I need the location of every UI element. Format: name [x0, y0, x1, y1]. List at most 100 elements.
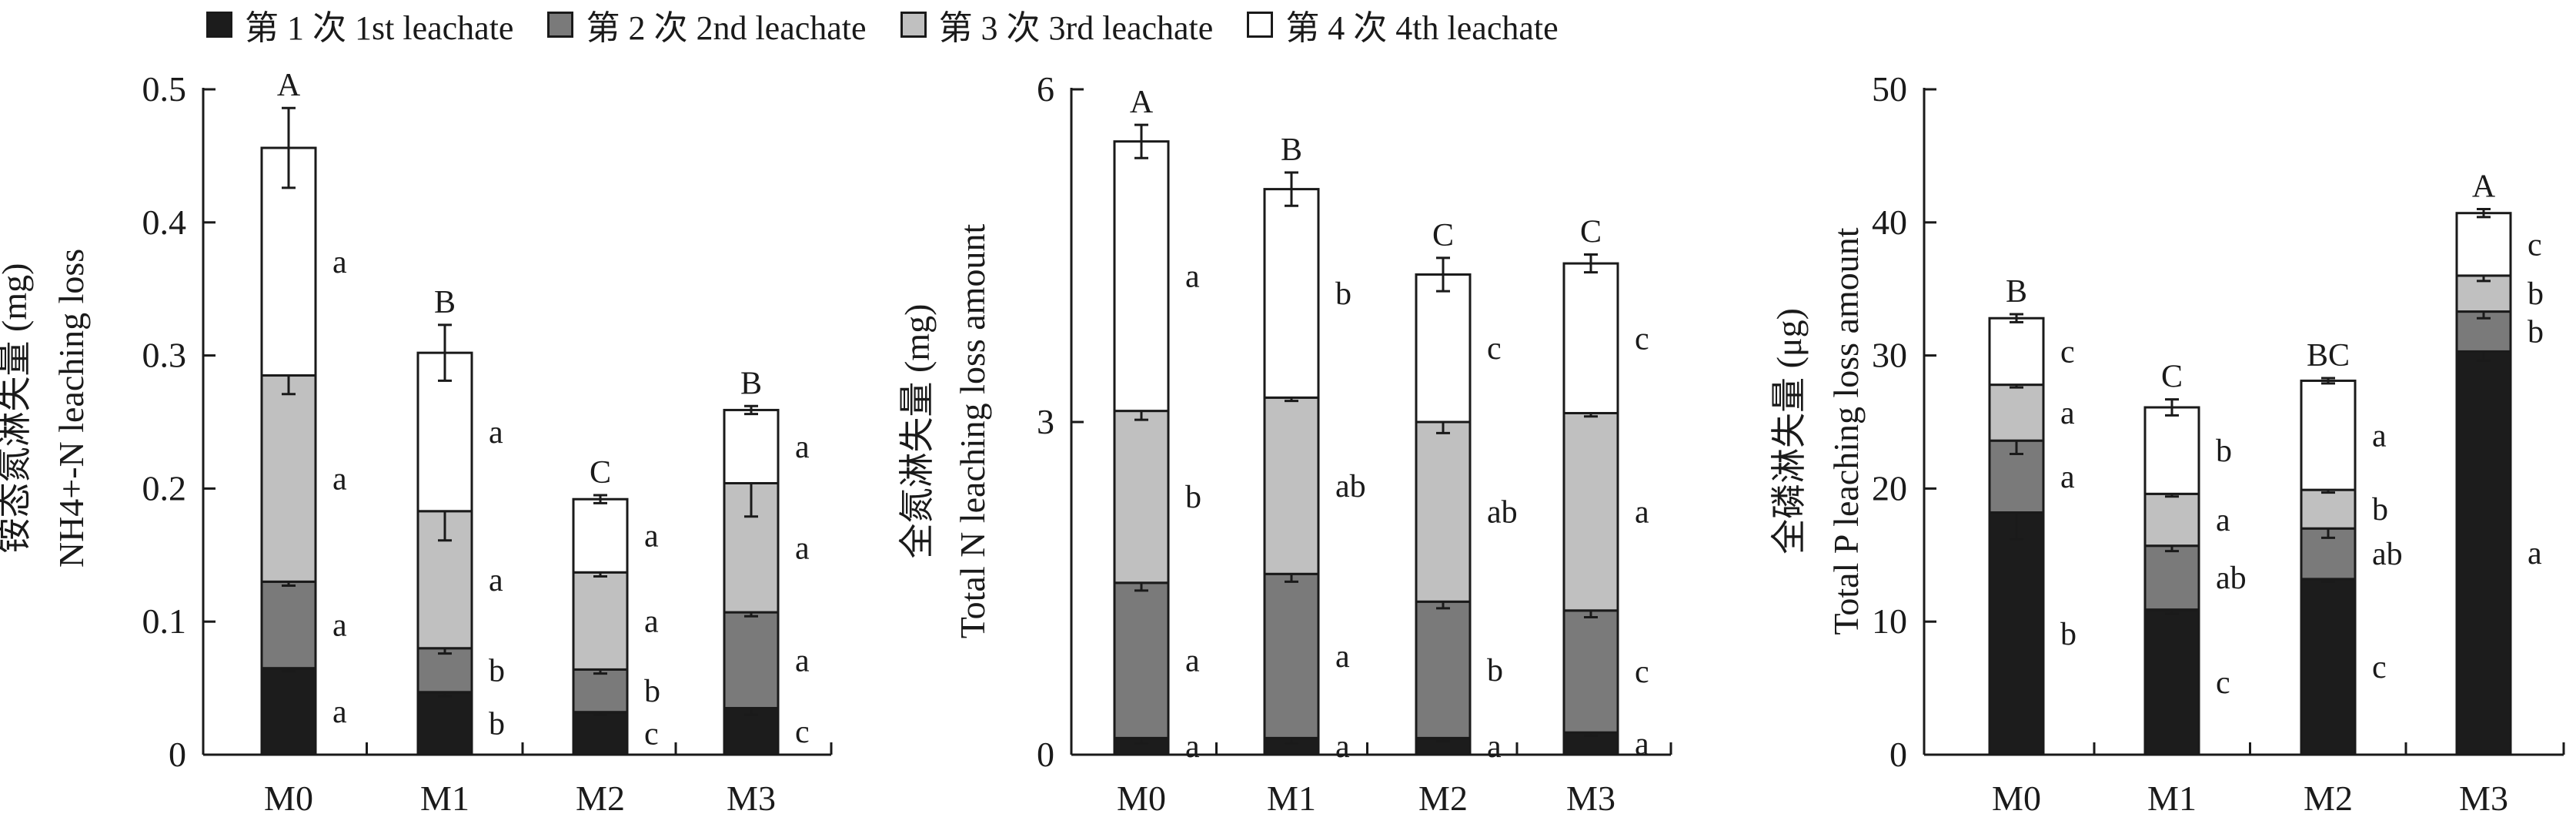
bar-segment-M2-2 — [572, 668, 629, 714]
bar-segment-M1-2 — [2143, 544, 2200, 611]
segment-letter: b — [644, 674, 660, 709]
bar-segment-M3-2 — [1562, 609, 1619, 734]
segment-letter: a — [1635, 727, 1649, 762]
bar-segment-M1-1 — [416, 691, 473, 756]
segment-letter: c — [1487, 331, 1502, 367]
segment-letter: a — [332, 695, 347, 730]
group-letter-M3: C — [1580, 215, 1602, 250]
segment-letter: b — [489, 706, 505, 742]
group-letter-M2: BC — [2307, 338, 2350, 373]
bar-segment-M2-3 — [572, 571, 629, 671]
bar-segment-M3-4 — [1562, 262, 1619, 414]
segment-letter: a — [332, 608, 347, 644]
y-axis-title-line-1: 全磷淋失量 (μg) — [1769, 308, 1809, 554]
x-tick-label-M2: M2 — [1418, 779, 1468, 818]
legend-item-3rd-leachate: 第 3 次 3rd leachate — [900, 0, 1214, 49]
group-letter-M0: A — [277, 68, 301, 103]
segment-letter: b — [2528, 314, 2544, 350]
bar-segment-M2-2 — [1415, 600, 1472, 739]
segment-letter: a — [2060, 396, 2075, 431]
y-tick-label: 20 — [1872, 468, 1907, 507]
x-tick-label-M1: M1 — [1267, 779, 1316, 818]
x-tick-label-M3: M3 — [2459, 779, 2508, 818]
bar-segment-M1-3 — [1263, 396, 1320, 575]
y-axis-title-line-2: Total N leaching loss amount — [953, 224, 992, 639]
segment-letter: c — [1635, 655, 1649, 690]
legend: 第 1 次 1st leachate 第 2 次 2nd leachate 第 … — [206, 5, 1559, 47]
legend-swatch-2nd — [547, 12, 574, 38]
bar-segment-M2-1 — [572, 711, 629, 756]
segment-letter: a — [1635, 495, 1649, 531]
segment-letter: c — [2216, 665, 2230, 701]
group-letter-M1: C — [2161, 360, 2183, 395]
segment-letter: a — [2060, 460, 2075, 495]
chart-panel-total-p: 0 10 20 30 40 50 全磷淋失量 (μg) Total P leaching lo… — [1769, 69, 2565, 818]
x-tick-label-M1: M1 — [420, 779, 469, 818]
chart-panel-total-n: 0 3 6 全氮淋失量 (mg) Total N leaching loss amoun… — [897, 69, 1672, 818]
segment-letter: a — [332, 245, 347, 280]
bar-segment-M1-4 — [2143, 406, 2200, 495]
segment-letter: a — [795, 531, 810, 566]
y-tick-label: 0 — [1889, 735, 1907, 774]
group-letter-M3: A — [2472, 169, 2496, 205]
bar-segment-M2-1 — [2300, 578, 2357, 756]
y-axis-title-line-2: NH4+-N leaching loss — [52, 249, 91, 568]
legend-label-2nd: 第 2 次 2nd leachate — [586, 9, 867, 47]
bar-segment-M2-4 — [1415, 273, 1472, 424]
segment-letter: b — [2372, 492, 2388, 528]
y-tick-label: 10 — [1872, 601, 1907, 641]
x-tick-label-M1: M1 — [2147, 779, 2197, 818]
bar-segment-M2-3 — [1415, 420, 1472, 603]
legend-label-3rd: 第 3 次 3rd leachate — [938, 9, 1214, 47]
group-letter-M2: C — [590, 455, 611, 491]
bar-segment-M3-2 — [723, 611, 780, 710]
segment-letter: c — [2528, 227, 2542, 263]
segment-letter: a — [489, 563, 503, 598]
segment-letter: a — [1335, 639, 1350, 675]
segment-letter: a — [1185, 644, 1200, 679]
y-tick-label: 40 — [1872, 203, 1907, 242]
segment-letter: ab — [1335, 469, 1366, 504]
bar-segment-M2-4 — [572, 497, 629, 574]
segment-letter: b — [1487, 653, 1503, 688]
segment-letter: b — [1185, 480, 1201, 515]
bar-segment-M1-2 — [1263, 572, 1320, 739]
group-letter-M0: B — [2006, 274, 2027, 310]
bar-segment-M3-3 — [1562, 411, 1619, 612]
bar-segment-M2-4 — [2300, 379, 2357, 491]
group-letter-M1: B — [1281, 132, 1302, 168]
bar-segment-M3-1 — [1562, 731, 1619, 756]
bar-segment-M0-2 — [260, 580, 317, 670]
x-tick-label-M0: M0 — [1117, 779, 1166, 818]
legend-item-2nd-leachate: 第 2 次 2nd leachate — [547, 0, 867, 49]
segment-letter: a — [795, 643, 810, 678]
y-tick-label: 30 — [1872, 336, 1907, 375]
segment-letter: b — [2216, 434, 2232, 469]
bar-segment-M0-3 — [1113, 410, 1170, 584]
bar-segment-M1-1 — [2143, 608, 2200, 756]
y-tick-label: 3 — [1037, 402, 1054, 441]
y-tick-label: 0.4 — [142, 203, 187, 242]
bar-segment-M1-2 — [416, 647, 473, 694]
x-tick-label-M0: M0 — [1992, 779, 2041, 818]
bar-segment-M0-1 — [1988, 511, 2045, 756]
bar-segment-M1-3 — [2143, 492, 2200, 548]
bar-segment-M0-4 — [1113, 140, 1170, 413]
segment-letter: c — [644, 716, 659, 752]
segment-letter: ab — [1487, 495, 1518, 531]
bar-segment-M3-4 — [2455, 212, 2512, 277]
chart-panel-ammonium-n: 0 0.1 0.2 0.3 0.4 0.5 铵态氮淋失量 (mg) NH4+-N leachi… — [0, 68, 833, 818]
bar-segment-M1-4 — [1263, 188, 1320, 399]
y-tick-label: 50 — [1872, 69, 1907, 109]
segment-letter: a — [644, 519, 659, 554]
group-letter-M3: B — [740, 366, 762, 401]
segment-letter: b — [1335, 276, 1351, 312]
bar-segment-M3-1 — [2455, 350, 2512, 756]
y-tick-label: 0 — [1037, 735, 1054, 774]
bar-segment-M0-4 — [1988, 317, 2045, 387]
segment-letter: ab — [2216, 561, 2247, 596]
bar-segment-M0-3 — [1988, 384, 2045, 442]
segment-letter: a — [2372, 418, 2387, 454]
segment-letter: a — [489, 415, 503, 450]
segment-letter: a — [1335, 729, 1350, 765]
